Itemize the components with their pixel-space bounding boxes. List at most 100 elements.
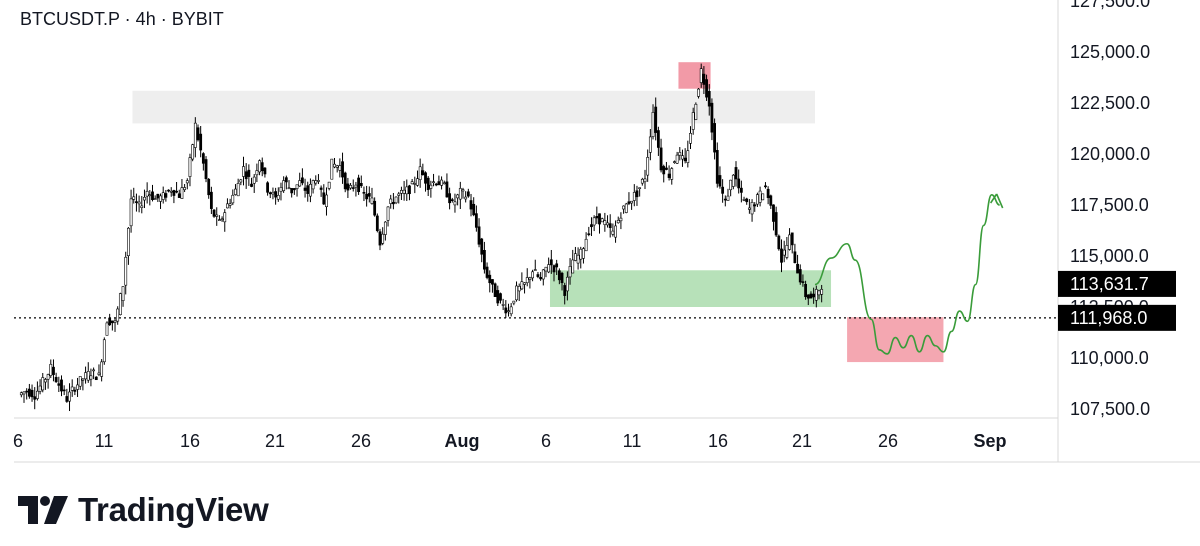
candle-body xyxy=(485,266,489,278)
candle-body xyxy=(298,180,302,187)
candle-body xyxy=(207,178,211,196)
candle-body xyxy=(201,153,205,164)
candle-body xyxy=(699,68,703,83)
price-axis[interactable]: 127,500.0 125,000.0 122,500.0 120,000.0 117,… xyxy=(1070,0,1150,419)
candle-body xyxy=(715,150,719,184)
candle-body xyxy=(614,225,617,238)
candle-body xyxy=(426,177,430,190)
candle-body xyxy=(148,194,152,197)
candle-body xyxy=(362,191,366,194)
time-tick-label: Aug xyxy=(445,431,480,451)
candle-body xyxy=(574,253,577,261)
candle-body xyxy=(19,392,23,396)
tradingview-mark-icon xyxy=(18,496,68,524)
candle-body xyxy=(330,158,334,180)
candle-body xyxy=(105,322,109,336)
candle-body xyxy=(600,218,604,223)
candle-body xyxy=(619,217,623,222)
candle-body xyxy=(544,266,548,272)
candle-body xyxy=(383,221,387,235)
candle-body xyxy=(113,320,117,323)
candle-body xyxy=(606,222,609,226)
candle-body xyxy=(333,163,336,168)
candle-body xyxy=(338,165,342,171)
time-tick-label: 21 xyxy=(792,431,812,451)
candle-body xyxy=(325,194,328,207)
candle-body xyxy=(110,320,114,324)
candle-body xyxy=(129,198,133,227)
candle-body xyxy=(180,187,184,199)
candle-body xyxy=(729,179,733,191)
candle-body xyxy=(410,181,414,185)
candle-body xyxy=(667,173,671,178)
candle-body xyxy=(276,194,280,200)
candle-body xyxy=(143,196,146,201)
candle-body xyxy=(560,272,564,284)
price-tick-label: 127,500.0 xyxy=(1070,0,1150,11)
candle-body xyxy=(432,181,435,184)
time-axis[interactable]: 6 11 16 21 26 Aug 6 11 16 21 26 Sep xyxy=(13,431,1007,451)
candle-body xyxy=(718,175,722,187)
candle-body xyxy=(319,187,323,190)
candle-body xyxy=(662,166,666,175)
candle-body xyxy=(421,170,425,176)
candle-body xyxy=(405,186,409,195)
candle-body xyxy=(38,385,42,392)
candle-body xyxy=(169,190,173,193)
candle-body xyxy=(351,187,355,189)
candle-body xyxy=(477,226,481,245)
candle-body xyxy=(250,183,253,187)
candle-body xyxy=(646,157,650,176)
candle-body xyxy=(568,266,572,278)
candle-body xyxy=(659,147,663,171)
zone-resistance-gray xyxy=(132,90,815,124)
candle-body xyxy=(151,191,154,200)
candle-body xyxy=(228,203,232,206)
candle-body xyxy=(801,281,805,283)
candle-body xyxy=(557,270,561,281)
candle-body xyxy=(434,183,438,186)
candle-body xyxy=(504,307,508,314)
candle-body xyxy=(525,277,529,284)
candle-body xyxy=(177,193,181,198)
candle-body xyxy=(159,195,162,202)
candle-body xyxy=(124,256,128,286)
candle-body xyxy=(375,215,379,231)
candle-body xyxy=(309,184,312,197)
candle-body xyxy=(223,212,227,223)
candle-body xyxy=(156,193,160,199)
candle-body xyxy=(367,193,371,197)
candle-body xyxy=(359,182,363,187)
candle-body xyxy=(737,178,741,189)
candle-body xyxy=(127,227,130,257)
price-tick-label: 120,000.0 xyxy=(1070,144,1150,164)
candle-body xyxy=(292,188,296,191)
candle-body xyxy=(555,263,559,268)
candle-body xyxy=(226,203,229,209)
candle-body xyxy=(378,231,382,246)
candle-body xyxy=(713,123,716,153)
candle-body xyxy=(450,199,454,202)
candle-body xyxy=(41,377,45,391)
candle-body xyxy=(92,369,96,372)
candle-body xyxy=(739,187,743,193)
candle-body xyxy=(145,190,149,197)
candle-body xyxy=(263,167,267,175)
candle-body xyxy=(212,209,216,217)
candle-body xyxy=(675,154,679,164)
zone-target-red xyxy=(847,317,944,363)
tradingview-logo[interactable]: TradingView xyxy=(18,488,269,532)
candle-body xyxy=(424,172,427,184)
time-tick-label: 26 xyxy=(351,431,371,451)
candle-body xyxy=(509,306,513,315)
candle-body xyxy=(445,181,449,198)
candle-body xyxy=(391,201,395,205)
price-chart[interactable]: 127,500.0 125,000.0 122,500.0 120,000.0 117,… xyxy=(0,0,1200,470)
candle-body xyxy=(25,390,29,393)
candle-body xyxy=(565,276,569,292)
price-tick-label: 125,000.0 xyxy=(1070,42,1150,62)
candle-body xyxy=(94,376,98,381)
candle-body xyxy=(295,184,299,189)
candle-body xyxy=(466,191,470,197)
candle-body xyxy=(314,180,318,184)
